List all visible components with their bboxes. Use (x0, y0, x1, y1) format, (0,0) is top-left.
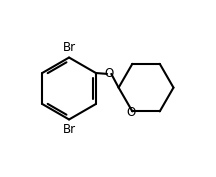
Text: Br: Br (62, 41, 76, 54)
Text: O: O (105, 67, 114, 80)
Text: O: O (127, 106, 136, 119)
Text: Br: Br (62, 123, 76, 136)
